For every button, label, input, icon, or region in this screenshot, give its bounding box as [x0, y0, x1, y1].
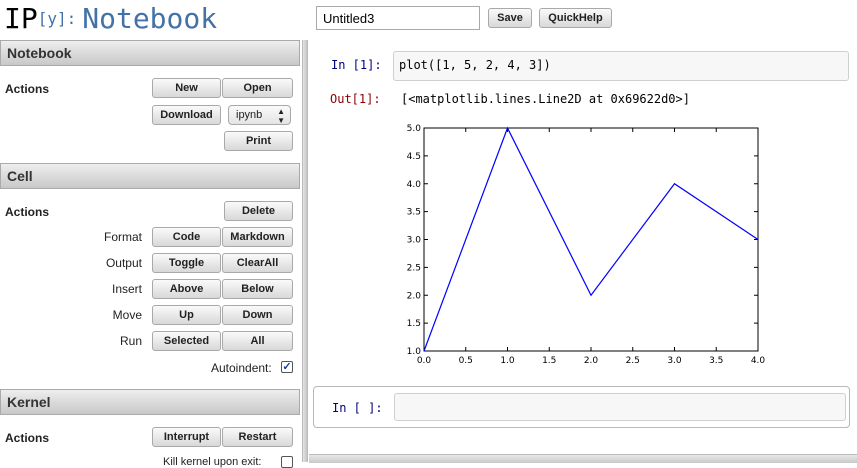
output-text-1: [<matplotlib.lines.Line2D at 0x69622d0>]: [401, 92, 690, 106]
notebook-actions-label: Actions: [5, 82, 50, 96]
y-tick-label: 2.5: [407, 263, 421, 273]
x-tick-label: 0.0: [417, 356, 432, 366]
x-tick-label: 4.0: [751, 356, 766, 366]
code-format-button[interactable]: Code: [152, 227, 221, 247]
kernel-section-header[interactable]: Kernel: [0, 389, 300, 415]
notebook-name-input[interactable]: [316, 6, 480, 30]
kill-kernel-label: Kill kernel upon exit:: [163, 456, 262, 468]
left-panel: Notebook Actions New Open Download ipynb…: [0, 40, 302, 468]
logo-notebook: Notebook: [82, 2, 218, 35]
y-tick-label: 4.5: [407, 152, 421, 162]
clear-all-output-button[interactable]: ClearAll: [222, 253, 293, 273]
x-tick-label: 3.0: [667, 356, 682, 366]
cell-actions-label: Actions: [5, 205, 50, 219]
kernel-actions-label: Actions: [5, 431, 50, 445]
out-prompt-1: Out[1]:: [330, 92, 381, 106]
insert-below-button[interactable]: Below: [222, 279, 293, 299]
output-label: Output: [105, 256, 142, 270]
run-selected-button[interactable]: Selected: [152, 331, 221, 351]
x-tick-label: 2.5: [626, 356, 640, 366]
x-tick-label: 3.5: [709, 356, 723, 366]
quickhelp-button[interactable]: QuickHelp: [539, 8, 612, 28]
code-cell-1[interactable]: In [1]: plot([1, 5, 2, 4, 3]) Out[1]: [<…: [313, 48, 849, 366]
cell-section-header[interactable]: Cell: [0, 163, 300, 189]
save-button[interactable]: Save: [488, 8, 532, 28]
in-prompt-2: In [ ]:: [332, 401, 383, 415]
open-notebook-button[interactable]: Open: [222, 78, 293, 98]
y-tick-label: 3.0: [407, 236, 422, 246]
y-tick-label: 5.0: [407, 124, 422, 134]
kill-kernel-checkbox[interactable]: [281, 456, 293, 468]
code-input-1[interactable]: plot([1, 5, 2, 4, 3]): [393, 51, 849, 81]
bottom-splitter[interactable]: [309, 454, 857, 463]
download-format-value: ipynb: [236, 109, 263, 121]
code-cell-2[interactable]: In [ ]:: [313, 386, 850, 428]
logo-y: [y]:: [37, 9, 77, 28]
y-tick-label: 1.5: [407, 319, 421, 329]
format-label: Format: [103, 230, 142, 244]
x-tick-label: 0.5: [459, 356, 473, 366]
y-tick-label: 2.0: [407, 291, 422, 301]
header: IP[y]: Notebook Save QuickHelp: [0, 0, 857, 38]
in-prompt-1: In [1]:: [331, 58, 382, 72]
select-arrows-icon: ▲ ▼: [277, 107, 285, 125]
move-up-button[interactable]: Up: [152, 305, 221, 325]
markdown-format-button[interactable]: Markdown: [222, 227, 293, 247]
y-tick-label: 3.5: [407, 208, 421, 218]
insert-label: Insert: [111, 282, 142, 296]
code-input-2[interactable]: [394, 393, 846, 421]
series-line: [423, 126, 759, 352]
notebook-area: In [1]: plot([1, 5, 2, 4, 3]) Out[1]: [<…: [309, 40, 857, 463]
restart-kernel-button[interactable]: Restart: [222, 427, 293, 447]
y-tick-label: 1.0: [407, 347, 422, 357]
panel-splitter[interactable]: [302, 40, 308, 462]
x-tick-label: 1.0: [500, 356, 515, 366]
plot-figure: 0.0 0.5 1.0 1.5 2.0 2.5 3.0 3.5 4.0 1.0 1.5 2.0 2.5 3…: [407, 124, 766, 366]
x-tick-label: 2.0: [584, 356, 599, 366]
move-down-button[interactable]: Down: [222, 305, 293, 325]
logo-ip: IP: [4, 2, 38, 35]
notebook-section-header[interactable]: Notebook: [0, 40, 300, 66]
interrupt-kernel-button[interactable]: Interrupt: [152, 427, 221, 447]
insert-above-button[interactable]: Above: [152, 279, 221, 299]
autoindent-checkbox[interactable]: ✓: [281, 361, 293, 373]
plot-axes-frame: [423, 127, 759, 352]
move-label: Move: [112, 308, 142, 322]
print-button[interactable]: Print: [224, 131, 293, 151]
run-all-button[interactable]: All: [222, 331, 293, 351]
autoindent-label: Autoindent:: [211, 361, 272, 375]
download-button[interactable]: Download: [152, 105, 221, 125]
download-format-select[interactable]: ipynb ▲ ▼: [228, 105, 291, 125]
x-tick-label: 1.5: [542, 356, 556, 366]
ipython-logo: IP[y]: Notebook: [4, 2, 217, 35]
toggle-output-button[interactable]: Toggle: [152, 253, 221, 273]
new-notebook-button[interactable]: New: [152, 78, 221, 98]
run-label: Run: [119, 334, 142, 348]
delete-cell-button[interactable]: Delete: [224, 201, 293, 221]
checkmark-icon: ✓: [282, 361, 292, 373]
y-tick-label: 4.0: [407, 180, 422, 190]
